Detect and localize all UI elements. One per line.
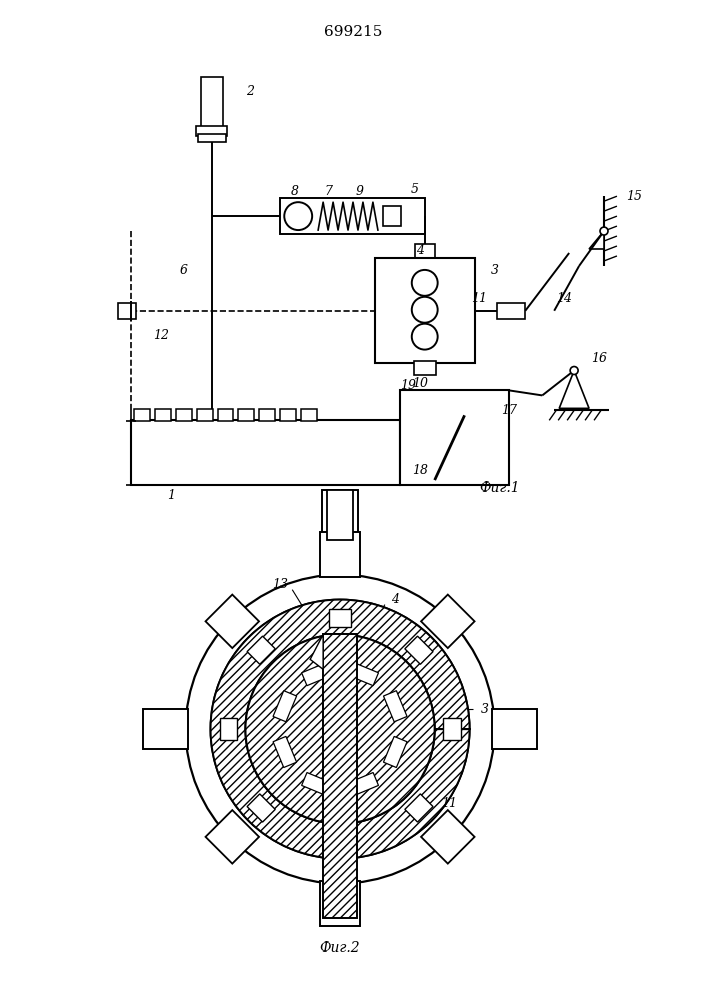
Bar <box>118 303 136 319</box>
Text: 4: 4 <box>391 593 399 606</box>
Text: 10: 10 <box>411 377 428 390</box>
Text: 699215: 699215 <box>324 25 382 39</box>
Polygon shape <box>310 634 323 669</box>
Bar <box>327 490 353 540</box>
Polygon shape <box>443 718 460 740</box>
Polygon shape <box>405 636 433 664</box>
Bar <box>323 634 357 918</box>
Text: 9: 9 <box>356 185 364 198</box>
Bar <box>155 409 170 421</box>
Polygon shape <box>559 371 589 408</box>
Bar <box>198 134 226 142</box>
Circle shape <box>411 324 438 350</box>
Bar <box>383 206 401 226</box>
Circle shape <box>411 297 438 323</box>
Text: 14: 14 <box>556 292 572 305</box>
Bar <box>143 709 187 749</box>
Text: 1: 1 <box>167 489 175 502</box>
Polygon shape <box>383 736 407 768</box>
Polygon shape <box>206 595 259 648</box>
Bar <box>400 390 509 485</box>
Circle shape <box>570 367 578 374</box>
Polygon shape <box>206 810 259 864</box>
Circle shape <box>211 600 469 859</box>
Bar <box>320 532 360 577</box>
Text: 17: 17 <box>501 404 518 417</box>
Circle shape <box>284 202 312 230</box>
Bar <box>196 126 228 136</box>
Polygon shape <box>347 773 378 796</box>
Polygon shape <box>273 736 297 768</box>
Text: 2: 2 <box>247 85 255 98</box>
Bar <box>131 420 400 485</box>
Text: 13: 13 <box>272 578 288 591</box>
Text: 6: 6 <box>180 264 187 277</box>
Polygon shape <box>247 794 275 822</box>
Bar <box>201 77 223 131</box>
Text: 5: 5 <box>411 183 419 196</box>
Polygon shape <box>421 810 474 864</box>
Polygon shape <box>347 662 378 686</box>
Bar <box>498 303 525 319</box>
Bar <box>414 361 436 375</box>
Bar <box>493 709 537 749</box>
Text: Фиг.2: Фиг.2 <box>320 941 361 955</box>
Polygon shape <box>383 691 407 722</box>
Text: 19: 19 <box>399 379 416 392</box>
Bar <box>134 409 150 421</box>
Text: 7: 7 <box>324 185 332 198</box>
Bar <box>280 198 425 234</box>
Polygon shape <box>211 600 469 859</box>
Polygon shape <box>329 832 351 850</box>
Text: 3: 3 <box>481 703 489 716</box>
Circle shape <box>411 270 438 296</box>
Bar <box>322 490 358 540</box>
Text: 18: 18 <box>411 464 428 477</box>
Polygon shape <box>302 773 333 796</box>
Text: 16: 16 <box>591 352 607 365</box>
Bar <box>301 409 317 421</box>
Bar <box>259 409 275 421</box>
Bar <box>375 258 474 363</box>
Text: 3: 3 <box>491 264 498 277</box>
Polygon shape <box>329 609 351 627</box>
Text: 11: 11 <box>442 797 457 810</box>
Text: 4: 4 <box>416 244 423 257</box>
Circle shape <box>600 227 608 235</box>
Bar <box>176 409 192 421</box>
Polygon shape <box>273 691 297 722</box>
Bar <box>415 244 435 258</box>
Text: Фиг.1: Фиг.1 <box>479 481 520 495</box>
Text: 11: 11 <box>472 292 488 305</box>
Polygon shape <box>302 662 333 686</box>
Bar <box>238 409 255 421</box>
Polygon shape <box>220 718 238 740</box>
Bar <box>280 409 296 421</box>
Text: 8: 8 <box>291 185 299 198</box>
Bar <box>197 409 213 421</box>
Text: 15: 15 <box>626 190 642 203</box>
Bar <box>218 409 233 421</box>
Polygon shape <box>405 794 433 822</box>
Text: 12: 12 <box>153 329 169 342</box>
Polygon shape <box>589 231 604 249</box>
Polygon shape <box>247 636 275 664</box>
Polygon shape <box>421 595 474 648</box>
Circle shape <box>245 634 435 824</box>
Bar <box>320 881 360 926</box>
Circle shape <box>186 575 494 883</box>
